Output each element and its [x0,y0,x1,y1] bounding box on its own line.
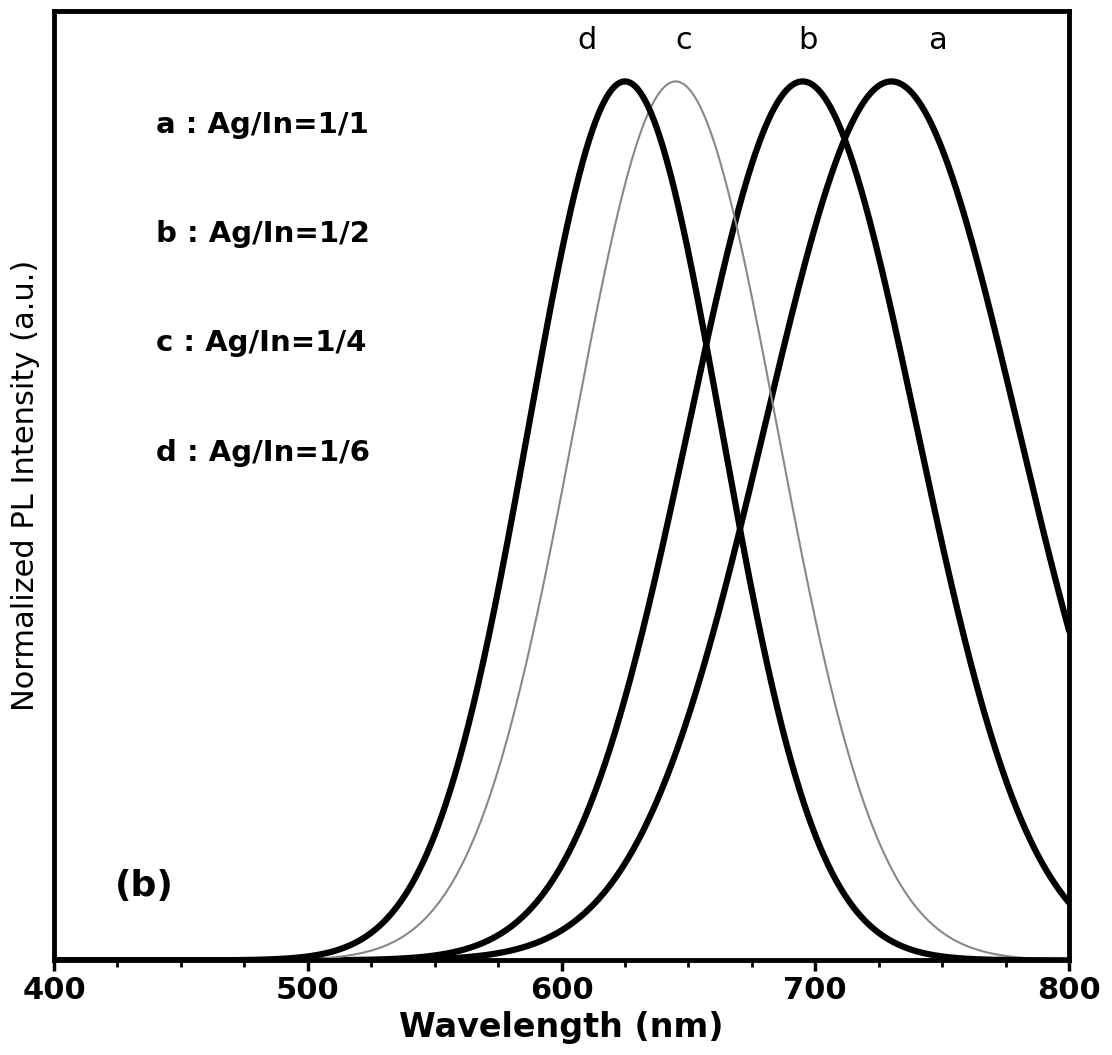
Text: c: c [675,26,692,55]
Text: d : Ag/In=1/6: d : Ag/In=1/6 [156,439,369,466]
Text: d: d [577,26,596,55]
X-axis label: Wavelength (nm): Wavelength (nm) [399,1011,724,1043]
Text: a: a [927,26,946,55]
Text: b : Ag/In=1/2: b : Ag/In=1/2 [156,220,369,248]
Text: a : Ag/In=1/1: a : Ag/In=1/1 [156,111,368,139]
Y-axis label: Normalized PL Intensity (a.u.): Normalized PL Intensity (a.u.) [11,261,40,711]
Text: b: b [798,26,817,55]
Text: c : Ag/In=1/4: c : Ag/In=1/4 [156,329,366,358]
Text: (b): (b) [115,869,173,903]
